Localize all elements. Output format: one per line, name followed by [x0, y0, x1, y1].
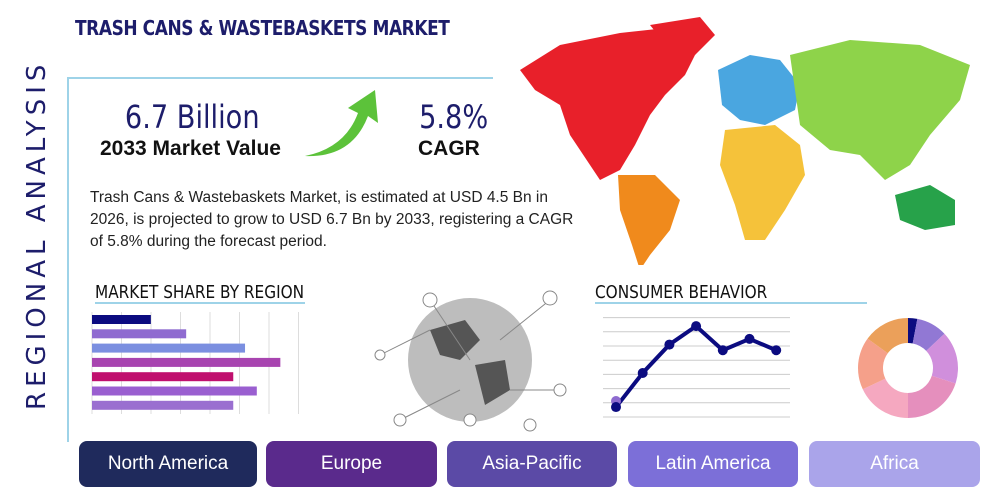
section-underline: [595, 302, 867, 304]
europe: [718, 55, 800, 125]
data-point: [637, 367, 648, 378]
section-underline: [95, 302, 305, 304]
tab-asia-pacific[interactable]: Asia-Pacific: [447, 441, 617, 487]
tab-africa[interactable]: Africa: [809, 441, 980, 487]
bar: [92, 329, 187, 339]
market-share-bar-chart: [91, 312, 299, 414]
data-point: [771, 345, 782, 356]
donut-slice: [912, 318, 945, 351]
data-point: [717, 345, 728, 356]
market-value-label: 2033 Market Value: [100, 137, 281, 160]
frame-divider: [67, 77, 69, 442]
bar: [92, 400, 234, 410]
section-consumer: CONSUMER BEHAVIOR: [595, 282, 768, 303]
donut-slice: [908, 375, 956, 418]
africa: [720, 125, 805, 240]
consumer-line-chart: [603, 317, 790, 418]
bar: [92, 343, 246, 353]
data-point: [664, 339, 675, 350]
south-america: [618, 175, 680, 265]
cagr-value: 5.8%: [419, 98, 489, 136]
tab-europe[interactable]: Europe: [266, 441, 437, 487]
asia: [790, 40, 970, 180]
tab-latin-america[interactable]: Latin America: [628, 441, 798, 487]
donut-slice: [926, 333, 958, 384]
frame-divider: [68, 77, 493, 79]
north-america: [520, 27, 700, 180]
bar: [92, 315, 151, 324]
consumer-donut-chart: [858, 318, 958, 418]
australia: [895, 185, 955, 230]
bar: [92, 372, 234, 382]
market-value: 6.7 Billion: [124, 98, 260, 136]
page-title: TRASH CANS & WASTEBASKETS MARKET: [75, 16, 450, 40]
tab-north-america[interactable]: North America: [79, 441, 257, 487]
donut-slice: [862, 378, 908, 418]
data-point: [744, 333, 755, 344]
donut-slice: [908, 318, 918, 344]
greenland: [650, 17, 715, 55]
donut-slice: [867, 318, 908, 354]
data-point: [691, 321, 702, 332]
data-point: [611, 402, 621, 413]
growth-arrow-icon: [305, 90, 378, 157]
world-map: [520, 17, 970, 265]
side-title: REGIONAL ANALYSIS: [22, 59, 52, 410]
network-globe: [374, 290, 567, 432]
section-market-share: MARKET SHARE BY REGION: [95, 282, 305, 303]
description: Trash Cans & Wastebaskets Market, is est…: [90, 189, 574, 250]
cagr-label: CAGR: [418, 137, 480, 160]
donut-slice: [858, 338, 888, 390]
bar: [92, 357, 281, 367]
bar: [92, 386, 257, 396]
